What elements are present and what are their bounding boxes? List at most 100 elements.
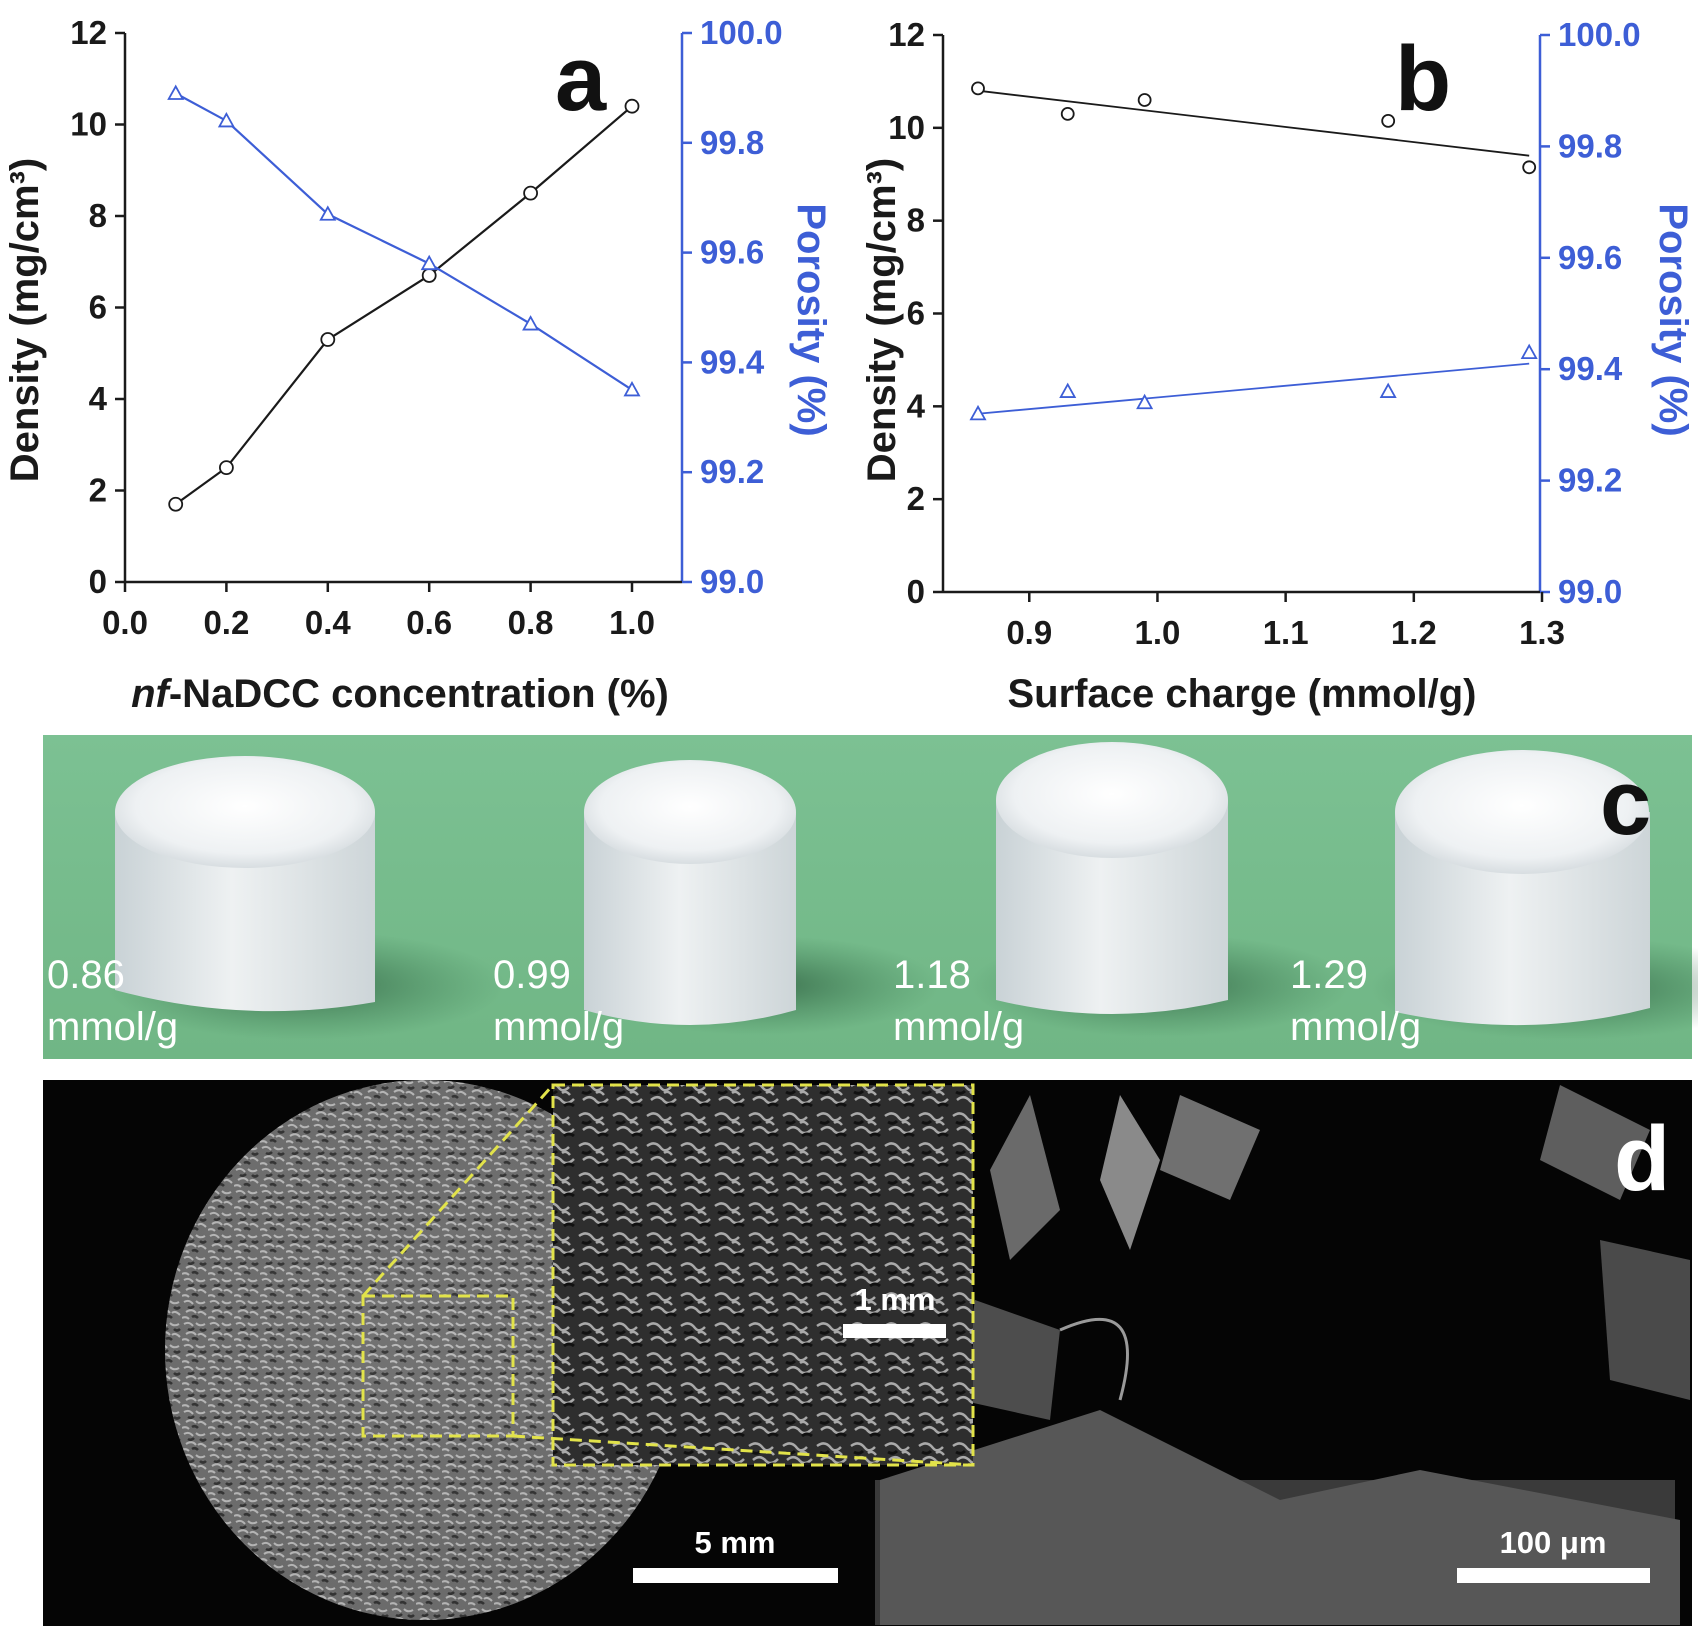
density-data-point	[1060, 107, 1075, 121]
y-tick-label: 0	[89, 563, 107, 600]
x-tick-label: 1.3	[1519, 614, 1565, 651]
x-axis-title-rest: -NaDCC concentration (%)	[169, 672, 669, 716]
sem-inset-zoom	[553, 1085, 973, 1465]
porosity-data-point	[217, 111, 235, 128]
porosity-data-point	[1379, 382, 1397, 398]
panel-letter-c: c	[1600, 752, 1651, 854]
cylinder-sample	[970, 742, 1350, 1037]
surface-charge-label-unit: mmol/g	[493, 1005, 624, 1049]
panel-d-sem: d 1 mm 5 mm 100 μm	[43, 1080, 1692, 1626]
density-data-point	[624, 98, 640, 114]
y-tick-label: 12	[888, 16, 925, 53]
scale-bar-inset	[843, 1324, 946, 1338]
porosity-data-point	[522, 315, 540, 331]
density-data-point	[1137, 93, 1152, 107]
y-tick-label: 10	[888, 109, 925, 146]
porosity-data-point	[1136, 393, 1154, 410]
panel-letter-b: b	[1395, 28, 1451, 130]
panel-letter-d: d	[1614, 1108, 1670, 1210]
porosity-data-point	[319, 205, 337, 221]
x-axis-title: nf-NaDCC concentration (%)	[131, 672, 669, 716]
porosity-data-point	[623, 380, 641, 397]
density-data-point	[1522, 160, 1537, 175]
y-right-tick-label: 99.2	[1558, 462, 1622, 499]
y-right-tick-label: 99.2	[700, 453, 764, 490]
cylinder-sample	[1370, 750, 1698, 1040]
y-axis-title-left: Density (mg/cm³)	[860, 158, 904, 483]
panel-a-chart: 0 2 4 6 8 10 12 99.0 99.2 99.4 99.6 99.8 100.0 0.0 0.2…	[3, 14, 833, 716]
density-fit-line	[977, 89, 1530, 157]
x-tick-label: 0.4	[305, 604, 352, 641]
surface-charge-label-value: 1.18	[893, 953, 971, 997]
surface-charge-label-unit: mmol/g	[893, 1005, 1024, 1049]
x-axis-title: Surface charge (mmol/g)	[1007, 672, 1476, 716]
x-axis-title-italic: nf	[131, 672, 172, 716]
y-tick-label: 8	[89, 197, 107, 234]
x-tick-label: 0.6	[406, 604, 452, 641]
surface-charge-label-value: 0.86	[47, 953, 125, 997]
y-axis-title-right: Porosity (%)	[789, 203, 833, 436]
x-tick-label: 1.2	[1391, 614, 1437, 651]
density-data-point	[218, 460, 234, 476]
cylinder-sample	[580, 760, 940, 1035]
density-data-point	[523, 185, 538, 201]
panel-letter-a: a	[555, 28, 607, 130]
scale-bar-left	[633, 1568, 838, 1583]
y-right-tick-label: 99.8	[700, 124, 764, 161]
surface-charge-label-unit: mmol/g	[47, 1005, 178, 1049]
panel-b-chart: 0 2 4 6 8 10 12 99.0 99.2 99.4 99.6 99.8 100.0 0.9 1.0…	[860, 16, 1695, 716]
surface-charge-label-value: 0.99	[493, 953, 571, 997]
y-right-tick-label: 99.6	[700, 234, 764, 271]
y-tick-label: 2	[907, 480, 925, 517]
y-tick-label: 2	[89, 472, 107, 509]
x-tick-label: 1.0	[1135, 614, 1181, 651]
x-tick-label: 0.8	[508, 604, 554, 641]
inset-outline	[551, 1083, 975, 1467]
y-tick-label: 6	[89, 289, 107, 326]
x-tick-label: 1.1	[1263, 614, 1309, 651]
y-right-tick-label: 99.4	[1558, 350, 1623, 387]
panel-c-photo: c 0.86 mmol/g 0.99 mmol/g 1.18 mmol/g 1.…	[43, 735, 1698, 1059]
y-axis-title-right: Porosity (%)	[1651, 203, 1695, 436]
scale-label-right: 100 μm	[1500, 1525, 1607, 1560]
y-right-tick-label: 99.0	[700, 563, 764, 600]
zoom-connector-line	[361, 1083, 555, 1298]
y-right-tick-label: 99.8	[1558, 127, 1622, 164]
surface-charge-label-unit: mmol/g	[1290, 1005, 1421, 1049]
y-right-tick-label: 100.0	[700, 14, 783, 51]
y-tick-label: 10	[70, 106, 107, 143]
y-tick-label: 6	[907, 295, 925, 332]
y-tick-label: 0	[907, 573, 925, 610]
surface-charge-label-value: 1.29	[1290, 953, 1368, 997]
porosity-data-point	[1059, 382, 1077, 398]
porosity-data-point	[1520, 343, 1538, 359]
zoom-connector-line	[512, 1434, 974, 1467]
y-right-tick-label: 99.0	[1558, 573, 1622, 610]
scale-label-left: 5 mm	[695, 1525, 776, 1560]
density-series-line	[175, 105, 633, 506]
density-data-point	[320, 332, 336, 347]
porosity-fit-line	[977, 362, 1530, 415]
porosity-data-point	[969, 404, 987, 421]
y-right-tick-label: 100.0	[1558, 16, 1641, 53]
porosity-series-line	[175, 92, 633, 391]
y-tick-label: 8	[907, 202, 925, 239]
x-tick-label: 0.2	[203, 604, 249, 641]
y-axis-title-left: Density (mg/cm³)	[3, 158, 47, 483]
x-tick-label: 0.9	[1006, 614, 1052, 651]
scale-label-inset: 1 mm	[855, 1282, 936, 1317]
y-right-tick-label: 99.4	[700, 343, 765, 380]
x-tick-label: 1.0	[609, 604, 655, 641]
porosity-data-point	[167, 84, 185, 100]
y-tick-label: 12	[70, 14, 107, 51]
scale-bar-right	[1457, 1568, 1650, 1583]
y-tick-label: 4	[89, 380, 108, 417]
x-tick-label: 0.0	[102, 604, 148, 641]
density-data-point	[168, 496, 184, 512]
cylinder-sample	[105, 756, 505, 1040]
y-right-tick-label: 99.6	[1558, 239, 1622, 276]
density-data-point	[971, 81, 985, 96]
y-tick-label: 4	[907, 387, 926, 424]
zoom-region-outline	[361, 1294, 515, 1438]
